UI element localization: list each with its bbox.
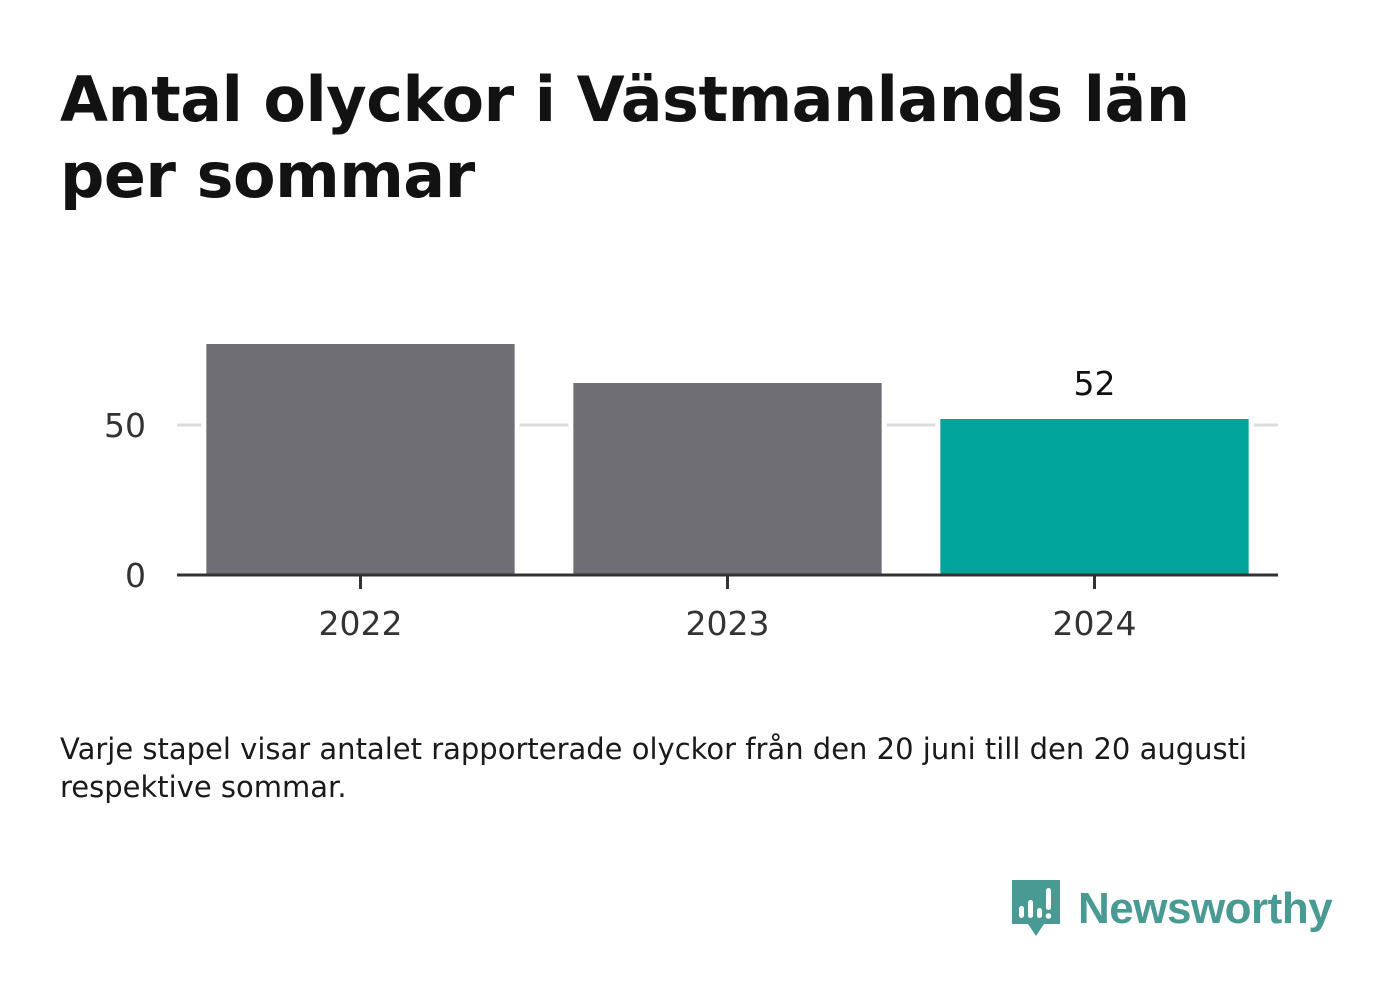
bars	[201, 344, 1254, 575]
chart-title: Antal olyckor i Västmanlands län per som…	[60, 63, 1190, 212]
data-label: 52	[1074, 364, 1116, 403]
newsworthy-bar-chart-bubble-icon	[1012, 880, 1060, 936]
logo-text: Newsworthy	[1078, 884, 1333, 933]
x-tick-label: 2022	[319, 604, 403, 643]
newsworthy-logo: Newsworthy	[1010, 878, 1333, 940]
bar-2022	[206, 344, 515, 575]
bar-2023	[573, 383, 882, 575]
bar-2024	[940, 419, 1249, 575]
bar-chart: 0 50 2022 2023 2024 52	[104, 344, 1278, 643]
x-tick-label: 2024	[1053, 604, 1137, 643]
y-tick-label: 50	[104, 406, 146, 445]
labels: 0 50 2022 2023 2024 52	[104, 364, 1136, 643]
x-axis	[177, 573, 1278, 589]
chart-note: Varje stapel visar antalet rapporterade …	[60, 732, 1248, 804]
y-tick-label: 0	[125, 556, 146, 595]
x-tick-label: 2023	[686, 604, 770, 643]
